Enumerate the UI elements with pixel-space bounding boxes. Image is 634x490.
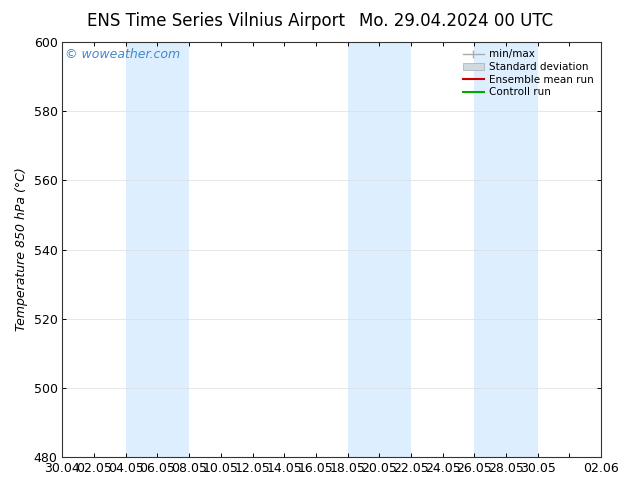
Y-axis label: Temperature 850 hPa (°C): Temperature 850 hPa (°C) (15, 168, 28, 331)
Text: ENS Time Series Vilnius Airport: ENS Time Series Vilnius Airport (87, 12, 344, 30)
Bar (601, 42, 633, 457)
Legend: min/max, Standard deviation, Ensemble mean run, Controll run: min/max, Standard deviation, Ensemble me… (461, 47, 596, 99)
Bar (474, 42, 538, 457)
Bar (347, 42, 411, 457)
Text: Mo. 29.04.2024 00 UTC: Mo. 29.04.2024 00 UTC (359, 12, 553, 30)
Bar (126, 42, 189, 457)
Text: © woweather.com: © woweather.com (65, 49, 180, 61)
